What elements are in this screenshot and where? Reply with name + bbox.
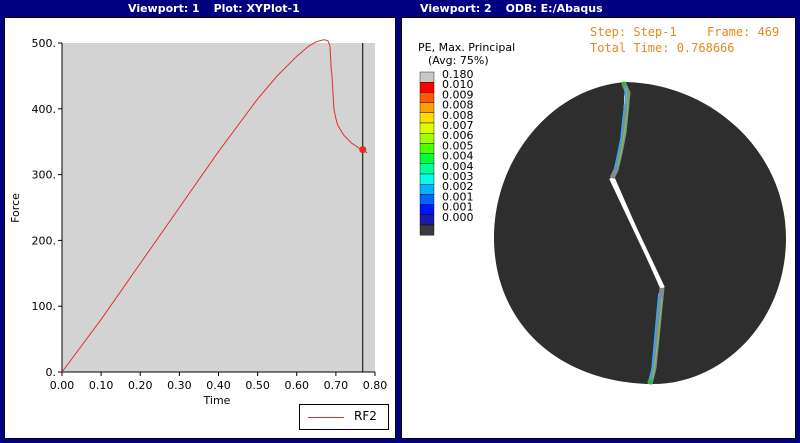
- total-time-label: Total Time: 0.768666: [590, 41, 735, 55]
- crack-upper-inner: [617, 87, 629, 167]
- contour-level-label: 0.006: [442, 129, 474, 142]
- x-tick-label: 0.50: [245, 379, 270, 392]
- y-tick-label: 0.: [46, 366, 57, 379]
- contour-swatch: [419, 102, 435, 113]
- contour-swatch: [419, 163, 435, 175]
- x-tick-label: 0.10: [89, 379, 114, 392]
- contour-level-label: 0.010: [442, 78, 474, 91]
- viewport-1-title: Viewport: 1 Plot: XYPlot-1: [128, 0, 310, 17]
- crack-lower: [647, 287, 665, 385]
- y-tick-label: 500.: [32, 37, 57, 50]
- contour-swatch: [419, 71, 435, 83]
- y-tick-label: 200.: [32, 234, 57, 247]
- contour-colorbar: 0.1800.0100.0090.0080.0080.0070.0060.005…: [419, 68, 474, 236]
- contour-swatch: [419, 122, 435, 134]
- frame-label: Frame: 469: [707, 25, 779, 39]
- x-ticks: 0.00 0.10 0.20 0.30 0.40 0.50 0.60 0.70 0.80: [50, 372, 388, 392]
- y-tick-label: 400.: [32, 103, 57, 116]
- x-tick-label: 0.00: [50, 379, 75, 392]
- viewport-2[interactable]: PE, Max. Principal (Avg: 75%) 0.180 0.010…: [401, 17, 796, 439]
- y-tick-label: 300.: [32, 169, 57, 182]
- x-tick-label: 0.60: [285, 379, 310, 392]
- x-tick-label: 0.40: [206, 379, 231, 392]
- contour-swatch: [419, 81, 435, 93]
- contour-swatch: [419, 194, 435, 205]
- plot-legend: RF2: [299, 404, 389, 430]
- step-label: Step: Step-1: [590, 25, 677, 39]
- current-frame-marker: [359, 146, 367, 154]
- contour-level-label: 0.004: [442, 160, 474, 173]
- xy-plot: 0.100.200.300.400.500. 0.00 0.10 0.20 0.30 0…: [9, 37, 388, 407]
- y-tick-label: 100.: [32, 300, 57, 313]
- crack-tip-bottom: [647, 379, 653, 385]
- crack-upper-edge: [613, 85, 627, 174]
- disk-left-half: [494, 82, 660, 384]
- disk-right-half: [614, 82, 786, 385]
- plot-area: [62, 43, 375, 372]
- contour-swatch: [419, 224, 435, 236]
- model-view: PE, Max. Principal (Avg: 75%) 0.1800.010…: [418, 25, 786, 385]
- contour-level-label: 0.008: [442, 109, 474, 122]
- contour-swatch: [419, 143, 435, 154]
- contour-level-label: 0.007: [442, 119, 474, 132]
- contour-title: PE, Max. Principal: [418, 41, 515, 54]
- crack-lower-edge: [650, 292, 660, 381]
- y-axis-label: Force: [9, 193, 22, 223]
- contour-level-label: 0.002: [442, 180, 474, 193]
- contour-level-label: 0.001: [442, 190, 474, 203]
- viewport-2-number: Viewport: 2: [420, 2, 492, 15]
- contour-swatch: [419, 214, 435, 226]
- contour-level-label: 0.180: [442, 68, 474, 81]
- contour-swatch: [419, 132, 435, 144]
- viewport-2-title: Viewport: 2 ODB: E:/Abaqus results/28_4_…: [420, 0, 800, 32]
- contour-level-label: 0.004: [442, 150, 474, 163]
- viewport-1[interactable]: 0. 100. 200. 300. 400. 500. 0.00 0.10 0.20 0.30 0…: [4, 17, 396, 439]
- viewport-1-plot-name: Plot: XYPlot-1: [213, 2, 300, 15]
- legend-swatch-rf2: [308, 417, 344, 418]
- x-axis-label: Time: [203, 394, 231, 407]
- contour-level-label: 0.001: [442, 201, 474, 214]
- contour-swatch: [419, 92, 435, 103]
- legend-label-rf2: RF2: [354, 409, 377, 423]
- contour-level-label: 0.000: [442, 211, 474, 224]
- contour-level-label: 0.009: [442, 88, 474, 101]
- viewport-1-number: Viewport: 1: [128, 2, 200, 15]
- contour-swatch: [419, 153, 435, 165]
- contour-swatch: [419, 173, 435, 185]
- contour-level-label: 0.008: [442, 99, 474, 112]
- x-tick-label: 0.70: [324, 379, 349, 392]
- contour-subtitle: (Avg: 75%): [428, 54, 489, 67]
- crack-lower-inner: [652, 297, 663, 379]
- contour-swatch: [419, 112, 435, 124]
- x-tick-label: 0.80: [363, 379, 388, 392]
- notch-slit: [609, 177, 665, 289]
- series-line-rf2: [61, 39, 368, 373]
- contour-swatch: [419, 183, 435, 195]
- y-ticks: 0. 100. 200. 300. 400. 500.: [32, 37, 62, 379]
- crack-tip-top: [621, 81, 627, 87]
- disk-model: [494, 81, 786, 385]
- x-tick-label: 0.30: [167, 379, 192, 392]
- contour-level-label: 0.005: [442, 139, 474, 152]
- contour-level-label: 0.003: [442, 170, 474, 183]
- x-tick-label: 0.20: [128, 379, 153, 392]
- contour-swatch: [419, 204, 435, 216]
